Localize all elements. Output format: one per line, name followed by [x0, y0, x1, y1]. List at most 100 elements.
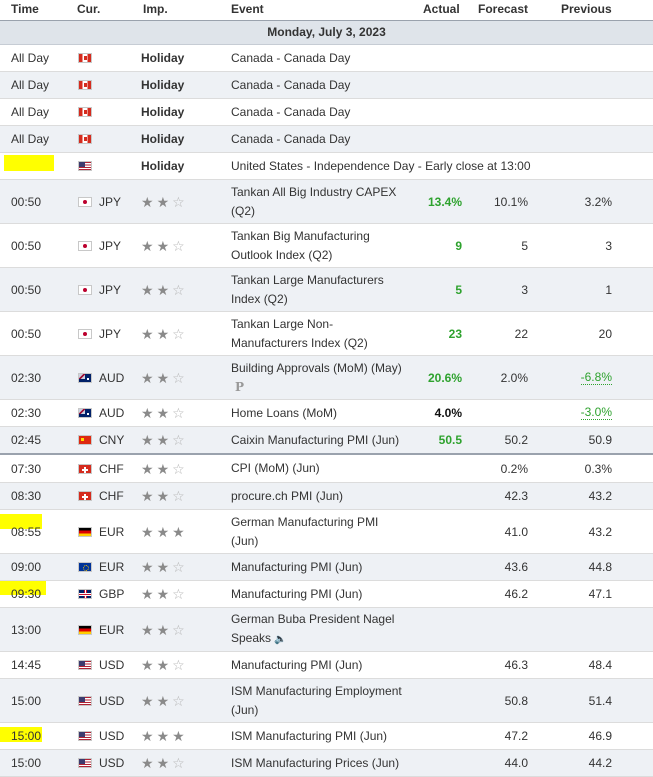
event-cell[interactable]: Building Approvals (MoM) (May) P	[231, 356, 409, 399]
table-row[interactable]: 02:30 AUD ★ ★ ☆ Building Approvals (MoM) (May…	[0, 356, 653, 400]
header-event[interactable]: Event	[231, 2, 264, 16]
previous-text[interactable]: -6.8%	[580, 369, 612, 385]
event-name[interactable]: ISM Manufacturing Employment (Jun)	[231, 683, 402, 717]
event-name[interactable]: Manufacturing PMI (Jun)	[231, 586, 363, 601]
event-cell[interactable]: Tankan Big Manufacturing Outlook Index (…	[231, 224, 409, 267]
table-row[interactable]: 15:00 USD ★ ★ ☆ ISM Manufacturing Prices (Jun…	[0, 750, 653, 777]
event-cell[interactable]: Canada - Canada Day	[231, 126, 409, 152]
star-empty-icon: ☆	[172, 281, 185, 298]
event-time: 15:00	[11, 729, 42, 743]
event-cell[interactable]: ISM Manufacturing Prices (Jun)	[231, 750, 409, 776]
table-row[interactable]: 14:45 USD ★ ★ ☆ Manufacturing PMI (Jun) 46.3 48…	[0, 652, 653, 679]
header-previous[interactable]: Previous	[561, 2, 612, 16]
event-name[interactable]: Canada - Canada Day	[231, 131, 351, 146]
event-name[interactable]: Tankan Big Manufacturing Outlook Index (…	[231, 228, 370, 262]
previous-value[interactable]: -6.8%	[548, 356, 612, 399]
event-name[interactable]: Caixin Manufacturing PMI (Jun)	[231, 432, 400, 447]
table-row[interactable]: All Day Holiday Canada - Canada Day	[0, 45, 653, 72]
table-row[interactable]: 00:50 JPY ★ ★ ☆ Tankan All Big Industry CAPEX…	[0, 180, 653, 224]
forecast-value: 50.2	[504, 433, 528, 447]
currency: EUR	[99, 622, 125, 637]
previous-value: 3.2%	[548, 180, 612, 223]
star-filled-icon: ★	[172, 523, 185, 540]
previous-value[interactable]: -3.0%	[548, 400, 612, 426]
flag-icon-ca	[78, 53, 92, 63]
flag-cell	[78, 153, 94, 179]
event-name[interactable]: Manufacturing PMI (Jun)	[231, 657, 363, 672]
table-row[interactable]: 15:00 USD ★ ★ ☆ ISM Manufacturing Employment …	[0, 679, 653, 723]
event-cell[interactable]: Tankan Large Manufacturers Index (Q2)	[231, 268, 409, 311]
table-row[interactable]: 15:00 USD ★ ★ ★ ISM Manufacturing PMI (Jun) 47…	[0, 723, 653, 750]
event-name[interactable]: Manufacturing PMI (Jun)	[231, 559, 363, 574]
event-cell[interactable]: German Manufacturing PMI (Jun)	[231, 510, 409, 553]
event-cell[interactable]: United States - Independence Day - Early…	[231, 153, 551, 179]
table-row[interactable]: 00:50 JPY ★ ★ ☆ Tankan Large Manufacturers In…	[0, 268, 653, 312]
event-cell[interactable]: Tankan Large Non-Manufacturers Index (Q2…	[231, 312, 409, 355]
importance: Holiday	[141, 99, 221, 125]
event-name[interactable]: CPI (MoM) (Jun)	[231, 461, 320, 475]
event-cell[interactable]: ISM Manufacturing PMI (Jun)	[231, 723, 409, 749]
event-cell[interactable]: CPI (MoM) (Jun)	[231, 455, 409, 482]
event-cell[interactable]: Manufacturing PMI (Jun)	[231, 652, 409, 678]
event-cell[interactable]: German Buba President Nagel Speaks 🔈	[231, 608, 409, 651]
star-empty-icon: ☆	[172, 369, 185, 386]
event-cell[interactable]: Home Loans (MoM)	[231, 400, 409, 426]
currency: EUR	[99, 560, 125, 574]
event-cell[interactable]: Canada - Canada Day	[231, 45, 409, 71]
table-row[interactable]: 02:45 CNY ★ ★ ☆ Caixin Manufacturing PMI (Jun…	[0, 427, 653, 455]
table-row[interactable]: 00:50 JPY ★ ★ ☆ Tankan Large Non-Manufacturer…	[0, 312, 653, 356]
event-time: 09:00	[11, 560, 42, 574]
previous-text[interactable]: -3.0%	[580, 405, 612, 420]
header-time[interactable]: Time	[11, 2, 39, 16]
event-name[interactable]: Canada - Canada Day	[231, 104, 351, 119]
event-cell[interactable]: Canada - Canada Day	[231, 72, 409, 98]
star-filled-icon: ★	[156, 692, 170, 709]
event-name[interactable]: German Buba President Nagel Speaks	[231, 612, 395, 645]
importance-stars: ★ ★ ☆	[141, 587, 185, 601]
table-row[interactable]: All Day Holiday Canada - Canada Day	[0, 99, 653, 126]
star-filled-icon: ★	[156, 369, 170, 386]
event-name[interactable]: United States - Independence Day - Early…	[231, 158, 531, 173]
importance-stars: ★ ★ ☆	[141, 433, 185, 447]
header-actual[interactable]: Actual	[423, 2, 460, 16]
table-row[interactable]: 07:30 CHF ★ ★ ☆ CPI (MoM) (Jun) 0.2% 0.3%	[0, 455, 653, 483]
actual-value	[400, 126, 462, 152]
event-cell[interactable]: Tankan All Big Industry CAPEX (Q2)	[231, 180, 409, 223]
table-row[interactable]: Holiday United States - Independence Day …	[0, 153, 653, 180]
previous-text: 44.8	[588, 560, 612, 574]
event-name[interactable]: Tankan All Big Industry CAPEX (Q2)	[231, 184, 397, 218]
table-row[interactable]: 13:00 EUR ★ ★ ☆ German Buba President Nagel S…	[0, 608, 653, 652]
event-cell[interactable]: Canada - Canada Day	[231, 99, 409, 125]
event-name[interactable]: Canada - Canada Day	[231, 77, 351, 92]
event-name[interactable]: Home Loans (MoM)	[231, 405, 338, 420]
event-name[interactable]: Tankan Large Manufacturers Index (Q2)	[231, 272, 384, 306]
event-cell[interactable]: ISM Manufacturing Employment (Jun)	[231, 679, 409, 722]
event-name[interactable]: Tankan Large Non-Manufacturers Index (Q2…	[231, 316, 368, 350]
table-row[interactable]: All Day Holiday Canada - Canada Day	[0, 126, 653, 153]
table-row[interactable]: All Day Holiday Canada - Canada Day	[0, 72, 653, 99]
table-row[interactable]: 00:50 JPY ★ ★ ☆ Tankan Big Manufacturing Outl…	[0, 224, 653, 268]
event-name[interactable]: ISM Manufacturing PMI (Jun)	[231, 728, 388, 743]
speaker-icon[interactable]: 🔈	[274, 634, 287, 645]
forecast-value: 41.0	[504, 524, 528, 539]
table-row[interactable]: 02:30 AUD ★ ★ ☆ Home Loans (MoM) 4.0% -3.0%	[0, 400, 653, 427]
table-row[interactable]: 08:55 EUR ★ ★ ★ German Manufacturing PMI (Jun…	[0, 510, 653, 554]
currency: USD	[99, 693, 125, 708]
event-name[interactable]: Building Approvals (MoM) (May)	[231, 360, 402, 375]
event-name[interactable]: procure.ch PMI (Jun)	[231, 488, 344, 503]
header-currency[interactable]: Cur.	[77, 2, 101, 16]
event-name[interactable]: German Manufacturing PMI (Jun)	[231, 514, 379, 548]
event-cell[interactable]: procure.ch PMI (Jun)	[231, 483, 409, 509]
event-cell[interactable]: Caixin Manufacturing PMI (Jun)	[231, 427, 409, 453]
header-forecast[interactable]: Forecast	[478, 2, 529, 16]
event-cell[interactable]: Manufacturing PMI (Jun)	[231, 554, 409, 580]
header-importance[interactable]: Imp.	[143, 2, 168, 16]
event-cell[interactable]: Manufacturing PMI (Jun)	[231, 581, 409, 607]
table-row[interactable]: 09:00 EUR ★ ★ ☆ Manufacturing PMI (Jun) 43.6 44…	[0, 554, 653, 581]
table-row[interactable]: 08:30 CHF ★ ★ ☆ procure.ch PMI (Jun) 42.3 43.2	[0, 483, 653, 510]
star-filled-icon: ★	[141, 692, 154, 709]
event-name[interactable]: Canada - Canada Day	[231, 50, 351, 65]
event-name[interactable]: ISM Manufacturing Prices (Jun)	[231, 755, 400, 770]
table-row[interactable]: 09:30 GBP ★ ★ ☆ Manufacturing PMI (Jun) 46.2 47…	[0, 581, 653, 608]
flag-icon-jp	[78, 240, 92, 251]
